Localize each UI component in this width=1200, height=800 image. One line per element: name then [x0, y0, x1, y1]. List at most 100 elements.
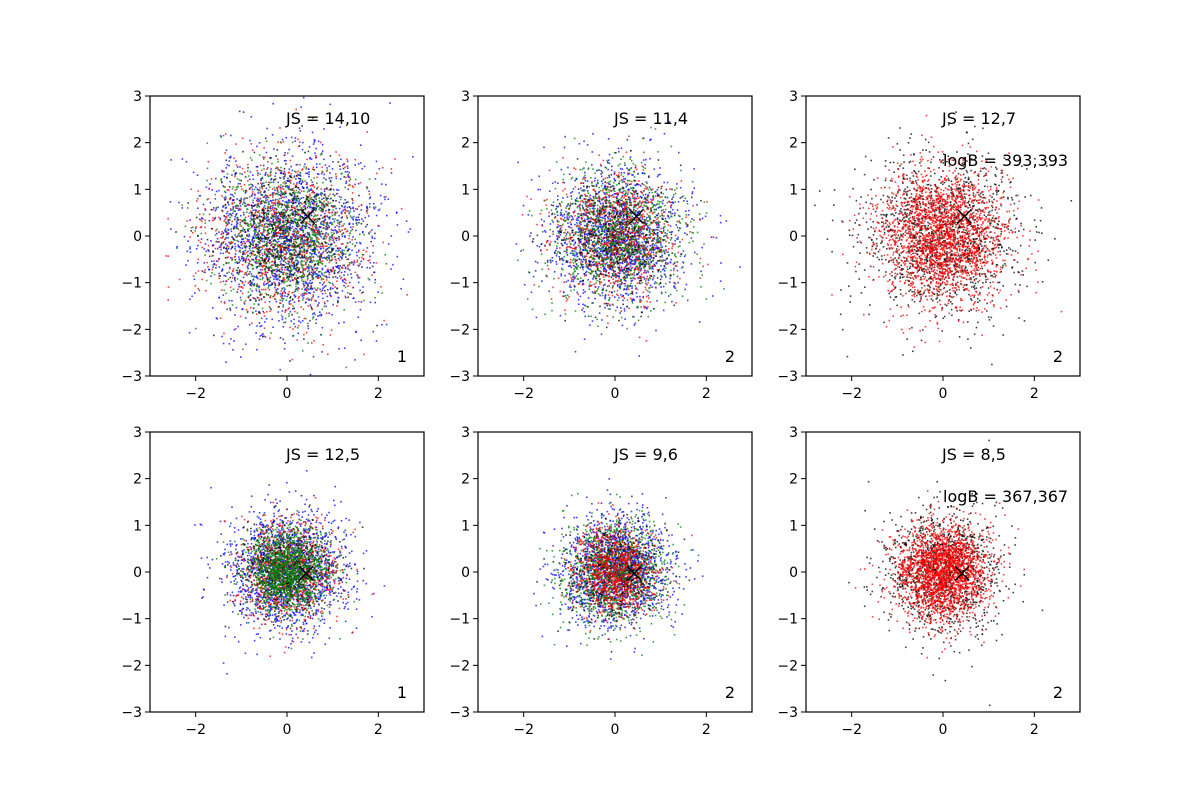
data-point — [256, 276, 258, 279]
data-point — [308, 298, 311, 301]
data-point — [300, 215, 303, 218]
data-point — [213, 260, 215, 262]
data-point — [360, 292, 363, 294]
data-point — [281, 226, 283, 228]
data-point — [283, 215, 285, 217]
data-point — [289, 182, 292, 185]
data-point — [286, 203, 289, 205]
data-point — [218, 189, 220, 192]
data-point — [267, 181, 270, 184]
data-point — [563, 216, 566, 219]
data-point — [269, 223, 271, 225]
data-point — [261, 225, 263, 227]
data-point — [594, 263, 596, 265]
data-point — [265, 214, 268, 216]
data-point — [271, 264, 274, 266]
data-point — [340, 266, 343, 269]
data-point — [308, 146, 311, 148]
data-point — [313, 141, 315, 143]
data-point — [371, 235, 373, 238]
data-point — [358, 249, 360, 252]
data-point — [321, 217, 324, 219]
data-point — [244, 219, 246, 222]
data-point — [234, 279, 236, 282]
data-point — [255, 209, 257, 212]
data-point — [200, 232, 203, 235]
data-point — [368, 259, 371, 261]
data-point — [227, 203, 230, 206]
data-point — [300, 276, 302, 278]
data-point — [293, 253, 296, 256]
data-point — [338, 267, 341, 269]
data-point — [640, 232, 643, 235]
data-point — [289, 310, 292, 313]
data-point — [234, 225, 236, 227]
data-point — [277, 231, 280, 233]
data-point — [609, 268, 611, 271]
data-point — [273, 239, 275, 241]
data-point — [379, 194, 382, 197]
data-point — [572, 276, 574, 278]
data-point — [217, 241, 219, 243]
data-point — [586, 199, 589, 201]
data-point — [256, 166, 259, 168]
data-point — [625, 182, 627, 185]
data-point — [247, 170, 249, 172]
data-point — [249, 255, 251, 258]
data-point — [324, 205, 327, 207]
data-point — [225, 233, 228, 236]
data-point — [279, 141, 282, 143]
data-point — [265, 258, 268, 260]
data-point — [251, 218, 253, 221]
data-point — [244, 176, 247, 178]
data-point — [236, 261, 238, 263]
data-point — [195, 327, 197, 330]
data-point — [294, 186, 297, 188]
data-point — [313, 267, 316, 270]
data-point — [277, 204, 279, 206]
data-point — [301, 256, 303, 258]
data-point — [281, 235, 283, 238]
data-point — [289, 193, 292, 195]
data-point — [554, 251, 556, 253]
data-point — [275, 212, 277, 215]
data-point — [390, 168, 393, 170]
data-point — [314, 154, 317, 157]
data-point — [288, 206, 290, 208]
data-point — [309, 261, 311, 263]
data-point — [284, 240, 286, 242]
data-point — [557, 225, 560, 228]
data-point — [335, 245, 337, 247]
data-point — [330, 236, 332, 238]
data-point — [310, 236, 312, 239]
data-point — [627, 294, 630, 296]
data-point — [288, 270, 291, 272]
data-point — [310, 198, 312, 201]
data-point — [634, 203, 637, 206]
data-point — [303, 254, 306, 256]
data-point — [346, 230, 349, 232]
data-point — [236, 222, 239, 225]
data-point — [318, 242, 320, 245]
data-point — [282, 326, 285, 328]
data-point — [226, 256, 228, 259]
data-point — [250, 183, 252, 186]
data-point — [279, 247, 282, 250]
data-point — [270, 308, 272, 311]
data-point — [260, 265, 262, 267]
data-point — [326, 228, 329, 230]
data-point — [663, 132, 666, 135]
data-point — [280, 212, 283, 214]
data-point — [321, 263, 324, 265]
data-point — [662, 309, 665, 312]
data-point — [316, 176, 318, 179]
data-point — [338, 235, 340, 238]
data-point — [291, 226, 294, 228]
data-point — [306, 196, 308, 199]
data-point — [299, 180, 302, 182]
data-point — [320, 201, 322, 204]
data-point — [338, 254, 341, 256]
data-point — [289, 224, 291, 226]
data-point — [277, 258, 280, 260]
data-point — [290, 284, 292, 287]
